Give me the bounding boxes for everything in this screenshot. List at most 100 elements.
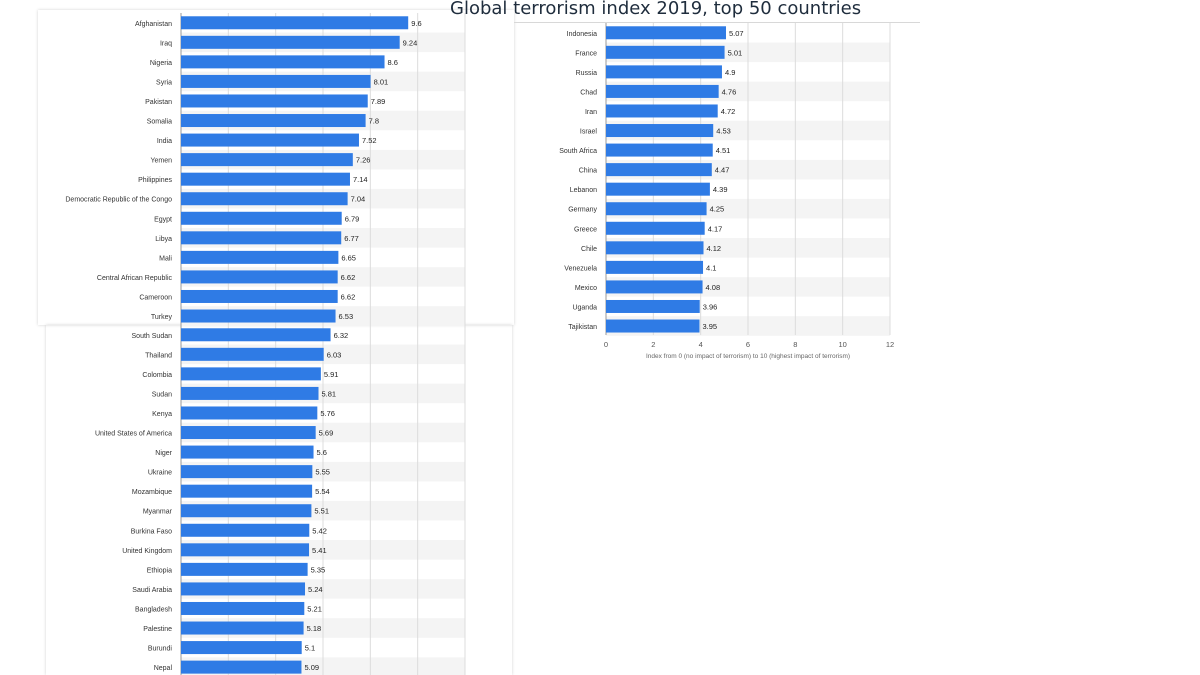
category-label: Mozambique bbox=[132, 489, 172, 496]
category-label: Saudi Arabia bbox=[132, 587, 172, 594]
bar-mozambique bbox=[181, 484, 313, 498]
bar-south-sudan bbox=[181, 328, 331, 342]
bar-iraq bbox=[181, 35, 400, 49]
value-label: 6.77 bbox=[344, 234, 359, 243]
value-label: 5.81 bbox=[322, 389, 337, 398]
bar-sudan bbox=[181, 386, 319, 400]
category-label: Bangladesh bbox=[135, 606, 172, 613]
panel-edge-right bbox=[514, 18, 920, 23]
bar-france bbox=[606, 45, 725, 59]
category-label: South Sudan bbox=[132, 333, 173, 340]
value-label: 5.09 bbox=[304, 663, 319, 672]
value-label: 7.14 bbox=[353, 175, 368, 184]
bar-tajikistan bbox=[606, 319, 700, 333]
value-label: 5.18 bbox=[307, 624, 322, 633]
category-label: Pakistan bbox=[145, 99, 172, 106]
category-label: Afghanistan bbox=[135, 21, 172, 28]
bar-nigeria bbox=[181, 55, 385, 69]
value-label: 4.53 bbox=[716, 127, 731, 136]
x-tick-label: 6 bbox=[746, 340, 750, 349]
category-label: Colombia bbox=[142, 372, 172, 379]
x-tick-label: 4 bbox=[699, 340, 703, 349]
bar-india bbox=[181, 133, 359, 147]
value-label: 9.24 bbox=[403, 38, 418, 47]
category-label: Burkina Faso bbox=[131, 528, 172, 535]
bar-ethiopia bbox=[181, 562, 308, 576]
category-label: Cameroon bbox=[139, 294, 172, 301]
x-tick-label: 10 bbox=[838, 340, 846, 349]
bar-china bbox=[606, 163, 712, 177]
bar-united-kingdom bbox=[181, 543, 310, 557]
category-label: Lebanon bbox=[570, 187, 597, 194]
bar-israel bbox=[606, 124, 714, 138]
value-label: 6.62 bbox=[341, 273, 356, 282]
x-tick-label: 2 bbox=[651, 340, 655, 349]
category-label: Iran bbox=[585, 109, 597, 116]
bar-mexico bbox=[606, 280, 703, 294]
value-label: 4.25 bbox=[710, 205, 725, 214]
category-label: Greece bbox=[574, 226, 597, 233]
x-axis-label: Index from 0 (no impact of terrorism) to… bbox=[646, 353, 850, 360]
bar-palestine bbox=[181, 621, 304, 635]
bar-uganda bbox=[606, 299, 700, 313]
bar-bangladesh bbox=[181, 601, 305, 615]
x-tick-label: 12 bbox=[886, 340, 894, 349]
value-label: 8.6 bbox=[388, 58, 398, 67]
bar-egypt bbox=[181, 211, 342, 225]
x-tick-label: 0 bbox=[604, 340, 608, 349]
bar-central-african-republic bbox=[181, 270, 338, 284]
bar-germany bbox=[606, 202, 707, 216]
value-label: 3.95 bbox=[702, 322, 717, 331]
category-label: Mali bbox=[159, 255, 172, 262]
value-label: 3.96 bbox=[703, 302, 718, 311]
category-label: Turkey bbox=[151, 314, 173, 321]
bar-greece bbox=[606, 221, 705, 235]
bar-ukraine bbox=[181, 465, 313, 479]
bar-somalia bbox=[181, 114, 366, 128]
bar-philippines bbox=[181, 172, 350, 186]
value-label: 4.76 bbox=[722, 87, 737, 96]
category-label: Nepal bbox=[154, 665, 173, 672]
bar-iran bbox=[606, 104, 718, 118]
value-label: 4.1 bbox=[706, 263, 716, 272]
category-label: Venezuela bbox=[564, 265, 597, 272]
bar-turkey bbox=[181, 309, 336, 323]
value-label: 4.51 bbox=[716, 146, 731, 155]
value-label: 5.6 bbox=[317, 448, 327, 457]
value-label: 8.01 bbox=[374, 77, 389, 86]
value-label: 5.91 bbox=[324, 370, 339, 379]
category-label: Nigeria bbox=[150, 60, 172, 67]
value-label: 5.21 bbox=[307, 604, 322, 613]
value-label: 7.04 bbox=[351, 195, 366, 204]
category-label: Iraq bbox=[160, 40, 172, 47]
value-label: 5.76 bbox=[320, 409, 335, 418]
bar-kenya bbox=[181, 406, 318, 420]
category-label: Ukraine bbox=[148, 470, 172, 477]
bar-colombia bbox=[181, 367, 321, 381]
category-label: Chile bbox=[581, 246, 597, 253]
bar-pakistan bbox=[181, 94, 368, 108]
category-label: Chad bbox=[580, 89, 597, 96]
bar-burkina-faso bbox=[181, 523, 310, 537]
value-label: 5.69 bbox=[319, 429, 334, 438]
bar-venezuela bbox=[606, 260, 704, 274]
value-label: 6.53 bbox=[339, 312, 354, 321]
value-label: 4.17 bbox=[708, 224, 723, 233]
value-label: 5.07 bbox=[729, 29, 744, 38]
bar-nepal bbox=[181, 660, 302, 674]
bar-indonesia bbox=[606, 26, 726, 40]
value-label: 4.9 bbox=[725, 68, 735, 77]
category-label: South Africa bbox=[559, 148, 597, 155]
bar-united-states-of-america bbox=[181, 426, 316, 440]
value-label: 6.32 bbox=[334, 331, 349, 340]
category-label: Germany bbox=[568, 207, 597, 214]
value-label: 4.47 bbox=[715, 166, 730, 175]
value-label: 7.8 bbox=[369, 117, 379, 126]
value-label: 5.01 bbox=[728, 48, 743, 57]
x-tick-label: 8 bbox=[793, 340, 797, 349]
category-label: China bbox=[579, 168, 597, 175]
bar-cameroon bbox=[181, 289, 338, 303]
category-label: Russia bbox=[576, 70, 598, 77]
category-label: Ethiopia bbox=[147, 567, 172, 574]
